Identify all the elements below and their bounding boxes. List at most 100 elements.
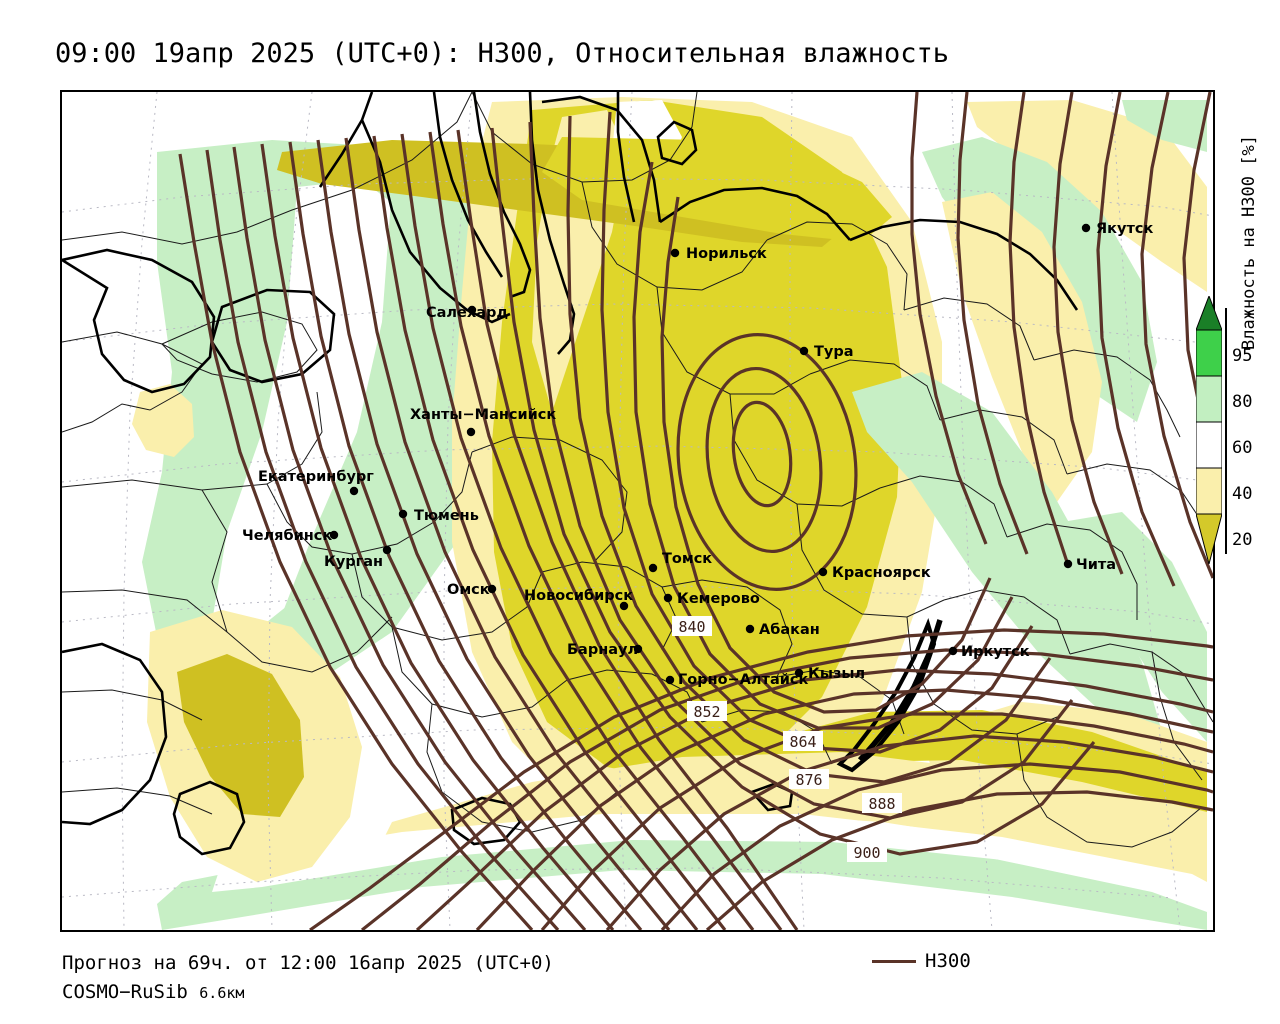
- contour-label: 852: [687, 701, 727, 721]
- colorbar-band-60-80: [1196, 375, 1222, 423]
- colorbar-tick-40: 40: [1232, 484, 1253, 504]
- contour-label: 888: [862, 793, 902, 813]
- arctic-coast: [62, 248, 216, 394]
- city-marker-layer: [329, 223, 1091, 685]
- city-dot-salekhard[interactable]: [467, 305, 477, 315]
- colorbar-title: Влажность на H300 [%]: [1239, 135, 1259, 350]
- model-name: COSMO−RuSib: [62, 981, 200, 1003]
- city-dot-norilsk[interactable]: [670, 248, 680, 258]
- fill-light-yellow-east-upper: [967, 100, 1207, 292]
- city-label-kyzyl: Кызыл: [808, 666, 865, 682]
- mongolia-border-lakes: [749, 782, 794, 812]
- city-label-yekaterinburg: Екатеринбург: [258, 469, 374, 485]
- city-label-tura: Тура: [814, 344, 854, 360]
- city-label-novosibirsk: Новосибирск: [524, 588, 633, 604]
- city-label-tomsk: Томск: [662, 551, 712, 567]
- contour-legend: H300: [872, 950, 971, 972]
- map-canvas[interactable]: 840 852 864 876: [60, 90, 1215, 932]
- fill-olive-southwest-core: [177, 654, 304, 817]
- city-dot-kemerovo[interactable]: [663, 593, 673, 603]
- city-dot-kyzyl[interactable]: [794, 668, 804, 678]
- fill-light-yellow-nw-spot: [132, 384, 194, 457]
- contour-label: 900: [847, 842, 887, 862]
- model-info: COSMO−RuSib 6.6км: [62, 981, 244, 1003]
- city-label-tyumen: Тюмень: [414, 508, 479, 524]
- city-dot-tomsk[interactable]: [648, 563, 658, 573]
- colorbar-axis-line: [1225, 308, 1227, 554]
- city-dot-yekaterinburg[interactable]: [349, 486, 359, 496]
- caspian-coast: [62, 642, 168, 826]
- colorbar-band-20-40: [1196, 467, 1222, 515]
- contour-label-text: 876: [795, 771, 822, 789]
- contour-label-text: 852: [693, 703, 720, 721]
- city-dot-tyumen[interactable]: [398, 509, 408, 519]
- gydan-peninsula: [432, 92, 504, 278]
- city-label-yakutsk: Якутск: [1096, 221, 1153, 237]
- fill-light-green-east-far: [1062, 512, 1207, 742]
- colorbar-band-80-95: [1196, 329, 1222, 377]
- fill-light-yellow-east-mid: [942, 192, 1102, 502]
- city-label-chita: Чита: [1076, 557, 1116, 573]
- contour-label: 876: [789, 769, 829, 789]
- contour-label-layer: 840 852 864 876: [672, 616, 902, 862]
- contour-label-text: 840: [678, 618, 705, 636]
- city-dot-chita[interactable]: [1063, 559, 1073, 569]
- city-dot-khanty-mansiysk[interactable]: [466, 427, 476, 437]
- city-dot-chelyabinsk[interactable]: [329, 530, 339, 540]
- humidity-colorbar[interactable]: [1196, 296, 1222, 564]
- page-title: 09:00 19апр 2025 (UTC+0): H300, Относите…: [55, 38, 950, 69]
- ural-coast: [210, 288, 336, 384]
- city-dot-abakan[interactable]: [745, 624, 755, 634]
- lake-baikal-west: [836, 618, 937, 773]
- city-label-chelyabinsk: Челябинск: [242, 528, 332, 544]
- city-label-krasnoyarsk: Красноярск: [832, 565, 931, 581]
- colorbar-tick-95: 95: [1232, 346, 1253, 366]
- forecast-info: Прогноз на 69ч. от 12:00 16апр 2025 (UTC…: [62, 952, 554, 974]
- city-label-gorno-altaysk: Горно−Алтайск: [678, 672, 808, 688]
- yamal-peninsula: [318, 92, 374, 188]
- colorbar-graphic: [1196, 296, 1222, 564]
- contour-label-text: 888: [868, 795, 895, 813]
- city-dot-kurgan[interactable]: [382, 545, 392, 555]
- humidity-fill-layer: [132, 97, 1207, 930]
- city-label-khanty-mansiysk: Ханты−Мансийск: [410, 407, 556, 423]
- fill-light-green-topright: [1122, 100, 1207, 152]
- graticule-layer: [62, 92, 1213, 930]
- khatanga-gulf: [616, 92, 636, 223]
- fill-dark-yellow-north-edge: [542, 137, 892, 242]
- city-dot-omsk[interactable]: [487, 584, 497, 594]
- admin-border-layer: [62, 92, 1213, 848]
- colorbar-band-below-20: [1196, 513, 1222, 564]
- city-label-kurgan: Курган: [324, 554, 383, 570]
- city-dot-gorno-altaysk[interactable]: [665, 675, 675, 685]
- northern-islands: [656, 120, 698, 166]
- contour-label-text: 900: [853, 844, 880, 862]
- east-siberia-coast: [849, 218, 1079, 311]
- taz-inlet: [472, 92, 532, 299]
- taymyr-coast: [541, 95, 662, 223]
- city-dot-novosibirsk[interactable]: [619, 601, 629, 611]
- colorbar-band-40-60: [1196, 421, 1222, 469]
- city-label-layer: Якутск Норильск Тура Салехард Ханты−Манс…: [242, 221, 1153, 688]
- city-dot-barnaul[interactable]: [633, 644, 643, 654]
- city-label-omsk: Омск: [447, 582, 490, 598]
- city-dot-irkutsk[interactable]: [948, 646, 958, 656]
- geopotential-contour-layer: [178, 92, 1213, 930]
- city-dot-yakutsk[interactable]: [1081, 223, 1091, 233]
- city-dot-krasnoyarsk[interactable]: [818, 567, 828, 577]
- colorbar-tick-20: 20: [1232, 530, 1253, 550]
- colorbar-band-above-95: [1196, 296, 1222, 331]
- laptev-coast: [659, 186, 851, 241]
- h300-line-swatch-icon: [872, 959, 916, 963]
- colorbar-tick-80: 80: [1232, 392, 1253, 412]
- city-label-kemerovo: Кемерово: [677, 591, 760, 607]
- contour-label: 864: [783, 731, 823, 751]
- city-label-irkutsk: Иркутск: [961, 644, 1030, 660]
- colorbar-tick-60: 60: [1232, 438, 1253, 458]
- fill-light-yellow-south-wide: [362, 752, 1207, 882]
- city-dot-tura[interactable]: [799, 346, 809, 356]
- city-label-abakan: Абакан: [759, 622, 820, 638]
- city-label-norilsk: Норильск: [686, 246, 767, 262]
- fill-dark-yellow-se-band: [762, 710, 1207, 812]
